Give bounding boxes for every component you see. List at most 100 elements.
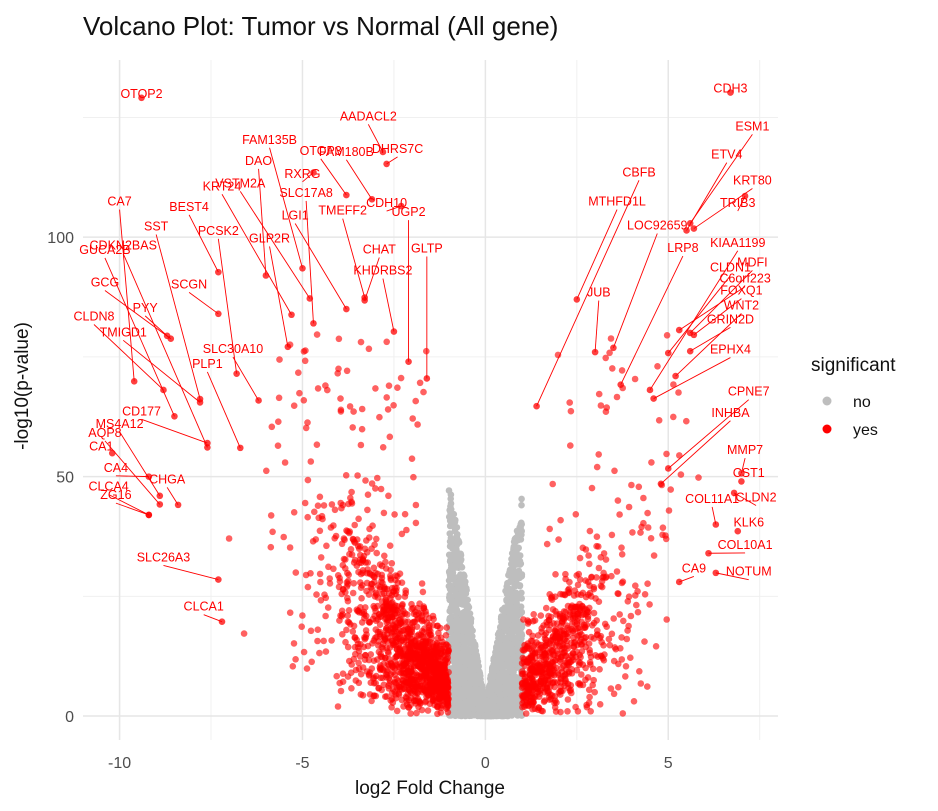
- data-point-significant: [362, 477, 369, 484]
- data-point-significant: [590, 609, 598, 617]
- gene-label: KHDRBS2: [353, 264, 412, 278]
- gene-label: CLCA1: [184, 600, 224, 614]
- data-point-significant: [556, 632, 564, 640]
- data-point-significant: [316, 527, 324, 535]
- gene-label: KIAA1199: [710, 236, 765, 250]
- data-point-significant: [403, 526, 410, 534]
- data-point-significant: [632, 582, 639, 589]
- data-point-significant: [559, 641, 567, 648]
- data-point-significant: [412, 397, 420, 405]
- gene-label: KLK6: [733, 515, 764, 529]
- data-point-significant: [616, 511, 623, 518]
- data-point-labeled: [397, 202, 405, 210]
- data-point-significant: [267, 543, 275, 551]
- label-leader-line: [576, 209, 618, 300]
- data-point-significant: [301, 499, 309, 507]
- data-point-nonsignificant: [467, 618, 474, 625]
- label-leader-line: [258, 168, 267, 276]
- label-leader-line: [737, 195, 746, 212]
- data-point-significant: [389, 637, 396, 645]
- label-leader-line: [104, 290, 172, 340]
- gene-label: FOXQ1: [720, 284, 762, 298]
- data-point-significant: [330, 565, 337, 573]
- gene-label: CLDN1: [710, 261, 751, 275]
- data-point-labeled: [610, 344, 617, 352]
- gene-label: CDH10: [366, 196, 407, 210]
- data-point-significant: [625, 622, 632, 630]
- data-point-significant: [350, 408, 357, 415]
- gene-label: ETV4: [711, 148, 742, 162]
- data-point-significant: [582, 577, 589, 584]
- data-point-significant: [295, 369, 302, 377]
- data-point-significant: [546, 668, 553, 675]
- gene-label: MMP7: [727, 443, 763, 457]
- data-point-significant: [395, 593, 402, 601]
- data-point-significant: [392, 572, 400, 579]
- data-point-significant: [356, 559, 363, 566]
- label-leader-line: [386, 205, 402, 212]
- data-point-significant: [370, 602, 378, 610]
- data-point-significant: [333, 672, 341, 680]
- data-point-significant: [326, 575, 334, 582]
- data-point-nonsignificant: [503, 619, 511, 627]
- data-point-significant: [380, 585, 388, 592]
- data-point-labeled: [405, 358, 412, 365]
- data-point-significant: [586, 646, 593, 654]
- data-point-significant: [409, 654, 417, 661]
- data-point-nonsignificant: [498, 709, 506, 716]
- gene-label: MTHFD1L: [588, 195, 646, 209]
- data-point-nonsignificant: [446, 522, 454, 530]
- data-point-significant: [317, 554, 325, 561]
- data-point-significant: [585, 686, 593, 694]
- gene-label: GLP2R: [249, 231, 290, 245]
- data-point-nonsignificant: [512, 674, 519, 682]
- data-point-significant: [605, 635, 613, 643]
- data-point-significant: [566, 687, 574, 695]
- data-point-significant: [573, 572, 580, 579]
- data-point-significant: [356, 653, 364, 660]
- gene-label: CDKN2BAS: [90, 239, 157, 253]
- data-point-nonsignificant: [472, 693, 480, 700]
- data-point-significant: [630, 698, 638, 705]
- data-point-nonsignificant: [446, 585, 454, 593]
- data-point-nonsignificant: [518, 527, 525, 535]
- data-point-nonsignificant: [452, 560, 459, 568]
- gene-label: SLC30A10: [203, 342, 264, 356]
- data-point-labeled: [738, 478, 745, 485]
- data-point-significant: [322, 648, 330, 655]
- data-point-significant: [325, 563, 332, 571]
- data-point-nonsignificant: [505, 663, 512, 670]
- label-leader-line: [733, 492, 757, 506]
- data-point-significant: [275, 394, 283, 402]
- gene-label: LRP8: [667, 241, 698, 255]
- data-point-significant: [424, 666, 431, 674]
- data-point-significant: [551, 683, 558, 691]
- gene-label: FAM180B: [319, 145, 374, 159]
- label-leader-line: [679, 575, 695, 583]
- label-leader-line: [305, 200, 314, 324]
- data-point-significant: [607, 335, 615, 342]
- data-point-significant: [346, 550, 353, 558]
- data-point-significant: [382, 565, 390, 572]
- gene-label: OTOP3: [300, 144, 342, 158]
- data-point-labeled: [573, 296, 581, 303]
- data-point-significant: [321, 591, 328, 598]
- data-point-significant: [302, 571, 310, 579]
- data-point-significant: [677, 471, 685, 478]
- data-point-significant: [374, 656, 381, 663]
- data-point-significant: [351, 539, 359, 546]
- significant-points: [108, 89, 749, 718]
- gene-label: TMEFF2: [318, 204, 367, 218]
- data-point-nonsignificant: [471, 686, 478, 693]
- data-point-nonsignificant: [516, 552, 524, 559]
- data-point-significant: [383, 619, 391, 626]
- data-point-significant: [576, 554, 584, 562]
- gene-label: CA1: [89, 439, 113, 453]
- data-point-significant: [317, 597, 325, 604]
- data-point-nonsignificant: [510, 709, 518, 717]
- data-point-nonsignificant: [483, 711, 491, 718]
- data-point-significant: [352, 677, 360, 684]
- data-point-significant: [614, 590, 621, 597]
- data-point-significant: [585, 552, 592, 559]
